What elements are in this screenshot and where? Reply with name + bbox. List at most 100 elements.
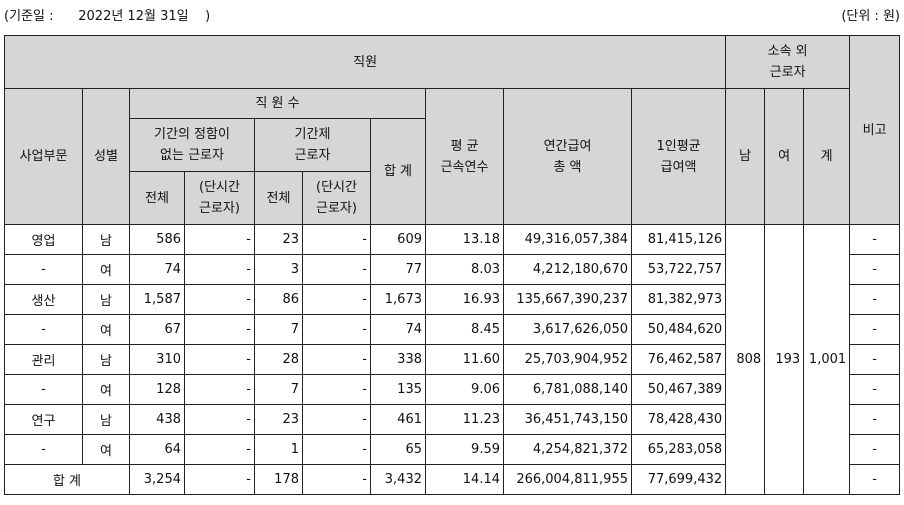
tenure-cell: 11.60 [425,344,504,375]
sum-header: 합 계 [370,118,426,225]
sum-cell: 1,673 [370,284,426,315]
outside-total-cell: 1,001 [803,224,851,495]
contract-part-cell: - [302,314,371,345]
table-row: - 여 128 - 7 - 135 9.06 6,781,088,140 50,… [4,374,901,405]
contract-part-cell: - [302,404,371,435]
sum-cell: 3,432 [370,464,426,495]
perm-part-cell: - [184,224,255,255]
division-cell: 영업 [4,224,83,255]
avg-pay-cell: 77,699,432 [630,464,727,495]
outside-male-header: 남 [725,88,766,225]
total-row: 합 계 3,254 - 178 - 3,432 14.14 266,004,81… [4,464,901,495]
sum-cell: 461 [370,404,426,435]
table-caption: (기준일 : 2022년 12월 31일 ) (단위 : 원) [4,5,900,25]
perm-part-cell: - [184,254,255,285]
note-header: 비고 [849,35,901,225]
avg-pay-cell: 50,467,389 [630,374,727,405]
reference-date: (기준일 : 2022년 12월 31일 ) [4,9,211,24]
outside-female-header: 여 [764,88,805,225]
headcount-header: 직 원 수 [129,88,426,119]
note-cell: - [849,224,901,255]
annual-pay-cell: 6,781,088,140 [503,374,632,405]
perm-total-cell: 64 [129,434,185,465]
total-label: 합 계 [4,464,130,495]
note-cell: - [849,464,901,495]
sum-cell: 609 [370,224,426,255]
perm-part-cell: - [184,434,255,465]
contract-total-cell: 23 [254,224,303,255]
avg-pay-cell: 76,462,587 [630,344,727,375]
avg-pay-cell: 81,415,126 [630,224,727,255]
table-row: 생산 남 1,587 - 86 - 1,673 16.93 135,667,39… [4,284,901,315]
unit-label: (단위 : 원) [841,9,900,24]
contract-part-cell: - [302,224,371,255]
employee-status-table: 직원 소속 외 근로자 비고 사업부문 성별 직 원 수 평 균 근속연수 연간급여… [3,35,901,495]
division-cell: 생산 [4,284,83,315]
division-header: 사업부문 [4,88,83,225]
outside-female-cell: 193 [764,224,805,495]
sum-cell: 74 [370,314,426,345]
annual-pay-cell: 36,451,743,150 [503,404,632,435]
gender-header: 성별 [82,88,130,225]
tenure-cell: 9.59 [425,434,504,465]
avg-pay-cell: 65,283,058 [630,434,727,465]
tenure-cell: 16.93 [425,284,504,315]
avg-pay-cell: 81,382,973 [630,284,727,315]
tenure-cell: 13.18 [425,224,504,255]
gender-cell: 남 [82,224,130,255]
permanent-parttime-header: (단시간 근로자) [184,171,255,225]
perm-part-cell: - [184,374,255,405]
note-cell: - [849,314,901,345]
contract-part-cell: - [302,464,371,495]
tenure-cell: 8.45 [425,314,504,345]
permanent-header: 기간의 정함이 없는 근로자 [129,118,255,172]
contract-header: 기간제 근로자 [254,118,371,172]
note-cell: - [849,344,901,375]
employees-header: 직원 [3,35,727,89]
gender-cell: 여 [82,374,130,405]
annual-pay-cell: 49,316,057,384 [503,224,632,255]
contract-total-cell: 7 [254,374,303,405]
contract-total-cell: 28 [254,344,303,375]
sum-cell: 77 [370,254,426,285]
perm-total-cell: 586 [129,224,185,255]
outside-male-cell: 808 [725,224,766,495]
perm-part-cell: - [184,344,255,375]
sum-cell: 65 [370,434,426,465]
division-cell: - [4,314,83,345]
division-cell: - [4,374,83,405]
annual-pay-cell: 4,212,180,670 [503,254,632,285]
gender-cell: 남 [82,284,130,315]
contract-total-cell: 7 [254,314,303,345]
annual-pay-cell: 25,703,904,952 [503,344,632,375]
division-cell: - [4,254,83,285]
table-row: 연구 남 438 - 23 - 461 11.23 36,451,743,150… [4,404,901,435]
tenure-cell: 14.14 [425,464,504,495]
contract-total-cell: 3 [254,254,303,285]
perm-total-cell: 74 [129,254,185,285]
contract-total-cell: 23 [254,404,303,435]
perm-total-cell: 3,254 [129,464,185,495]
annual-pay-header: 연간급여 총 액 [503,88,632,225]
table-row: 영업 남 586 - 23 - 609 13.18 49,316,057,384… [4,224,901,495]
permanent-total-header: 전체 [129,171,185,225]
gender-cell: 여 [82,434,130,465]
note-cell: - [849,254,901,285]
tenure-header: 평 균 근속연수 [425,88,504,225]
perm-part-cell: - [184,314,255,345]
annual-pay-cell: 266,004,811,955 [503,464,632,495]
gender-cell: 남 [82,404,130,435]
contract-total-cell: 86 [254,284,303,315]
contract-total-cell: 1 [254,434,303,465]
avg-pay-header: 1인평균 급여액 [630,88,727,225]
perm-total-cell: 1,587 [129,284,185,315]
contract-part-cell: - [302,434,371,465]
perm-part-cell: - [184,464,255,495]
tenure-cell: 11.23 [425,404,504,435]
annual-pay-cell: 4,254,821,372 [503,434,632,465]
tenure-cell: 8.03 [425,254,504,285]
avg-pay-cell: 78,428,430 [630,404,727,435]
tenure-cell: 9.06 [425,374,504,405]
note-cell: - [849,434,901,465]
division-cell: - [4,434,83,465]
